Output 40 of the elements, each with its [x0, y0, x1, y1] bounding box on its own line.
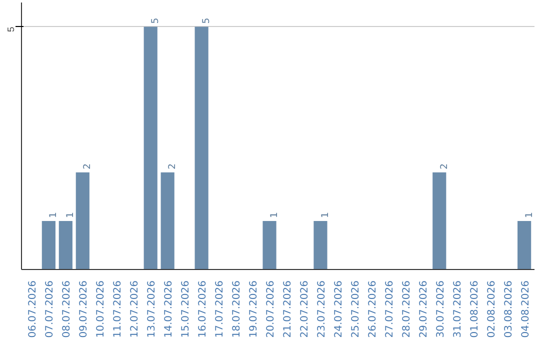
x-tick-label: 22.07.2026: [299, 280, 310, 338]
x-tick-label: 30.07.2026: [435, 280, 446, 338]
data-label: 1: [320, 212, 331, 218]
x-tick-label: 31.07.2026: [452, 280, 464, 338]
x-tick-label: 04.08.2026: [520, 280, 532, 338]
x-tick-label: 12.07.2026: [130, 280, 141, 338]
x-tick-label: 20.07.2026: [266, 280, 277, 338]
x-tick-label: 11.07.2026: [112, 280, 124, 338]
x-tick-label: 28.07.2026: [401, 280, 412, 338]
data-label: 2: [167, 163, 178, 170]
x-tick-label: 08.07.2026: [62, 280, 73, 338]
x-tick-label: 07.07.2026: [44, 280, 56, 338]
x-tick-label: 29.07.2026: [418, 280, 430, 338]
x-tick-label: 17.07.2026: [214, 280, 226, 338]
data-label: 2: [82, 163, 94, 170]
x-tick-label: 16.07.2026: [198, 280, 209, 338]
data-label: 1: [48, 212, 60, 218]
x-tick-label: 01.08.2026: [469, 280, 480, 338]
x-tick-label: 03.08.2026: [503, 280, 514, 338]
x-tick-label: 14.07.2026: [164, 280, 175, 338]
x-tick-label: 10.07.2026: [96, 280, 107, 338]
x-tick-label: 25.07.2026: [350, 280, 362, 338]
x-tick-label: 18.07.2026: [232, 280, 243, 338]
data-label: 1: [524, 212, 535, 218]
data-label: 1: [269, 212, 280, 218]
x-tick-label: 27.07.2026: [384, 280, 396, 338]
x-tick-label: 15.07.2026: [180, 280, 192, 338]
data-label: 2: [438, 163, 450, 170]
data-label: 5: [201, 18, 212, 24]
x-tick-label: 02.08.2026: [486, 280, 498, 338]
data-label: 1: [65, 212, 76, 218]
x-tick-label: 23.07.2026: [316, 280, 328, 338]
data-label: 5: [150, 18, 162, 24]
x-tick-label: 06.07.2026: [28, 280, 39, 338]
x-tick-label: 13.07.2026: [146, 280, 158, 338]
x-tick-label: 26.07.2026: [367, 280, 378, 338]
x-tick-label: 21.07.2026: [282, 280, 294, 338]
x-tick-label: 24.07.2026: [333, 280, 344, 338]
x-tick-label: 09.07.2026: [78, 280, 90, 338]
x-tick-label: 19.07.2026: [248, 280, 260, 338]
